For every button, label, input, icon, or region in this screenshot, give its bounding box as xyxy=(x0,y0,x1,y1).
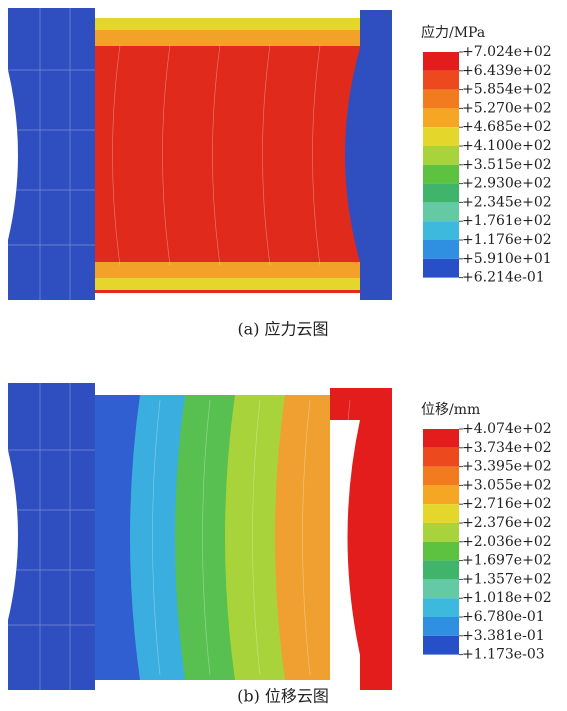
legend-title: 位移/mm xyxy=(421,402,480,418)
legend-swatch xyxy=(423,71,459,90)
caption: (b) 位移云图 xyxy=(237,687,329,706)
legend-swatch xyxy=(423,542,459,561)
legend-swatch xyxy=(423,184,459,203)
legend-swatch xyxy=(423,240,459,259)
legend-label: +1.018e+02 xyxy=(462,590,552,606)
legend-label: +2.345e+02 xyxy=(462,194,552,210)
legend-label: +2.036e+02 xyxy=(462,534,552,550)
legend-label: +4.685e+02 xyxy=(462,119,552,135)
legend-swatch xyxy=(423,467,459,486)
legend-label: +3.734e+02 xyxy=(462,440,552,456)
legend-label: +1.176e+02 xyxy=(462,232,552,248)
legend-swatch xyxy=(423,617,459,636)
legend-swatch xyxy=(423,485,459,504)
legend-swatch xyxy=(423,52,459,71)
legend-swatch xyxy=(423,108,459,127)
legend-swatch xyxy=(423,259,459,278)
stress-contour-image xyxy=(8,8,392,300)
legend-swatch xyxy=(423,429,459,448)
legend-label: +5.270e+02 xyxy=(462,100,552,116)
legend-label: +6.439e+02 xyxy=(462,63,552,79)
legend-label: +2.376e+02 xyxy=(462,515,552,531)
displacement-contour-image xyxy=(8,383,392,690)
legend-swatch xyxy=(423,504,459,523)
caption: (a) 应力云图 xyxy=(237,320,328,339)
legend-swatch xyxy=(423,127,459,146)
legend-swatch xyxy=(423,598,459,617)
legend-swatch xyxy=(423,579,459,598)
legend-label: +2.930e+02 xyxy=(462,176,552,192)
legend-label: +2.716e+02 xyxy=(462,496,552,512)
legend-label: +1.357e+02 xyxy=(462,571,552,587)
legend-label: +4.100e+02 xyxy=(462,138,552,154)
legend-label: +5.910e+01 xyxy=(462,251,552,267)
legend-label: +6.214e-01 xyxy=(462,270,545,286)
legend-swatch xyxy=(423,636,459,655)
legend-label: +3.381e-01 xyxy=(462,628,545,644)
legend-label: +3.055e+02 xyxy=(462,477,552,493)
legend-label: +1.697e+02 xyxy=(462,553,552,569)
legend-label: +1.173e-03 xyxy=(462,647,545,663)
legend-label: +5.854e+02 xyxy=(462,82,552,98)
legend-swatch xyxy=(423,146,459,165)
legend-swatch xyxy=(423,221,459,240)
legend-title: 应力/MPa xyxy=(421,24,485,41)
legend-swatch xyxy=(423,202,459,221)
legend-label: +3.395e+02 xyxy=(462,459,552,475)
legend-label: +6.780e-01 xyxy=(462,609,545,625)
legend-swatch xyxy=(423,561,459,580)
legend-swatch xyxy=(423,90,459,109)
figure: (a) 应力云图 (b) 位移云图 应力/MPa +7.024e+02 +6.439… xyxy=(0,0,567,711)
legend-label: +7.024e+02 xyxy=(462,44,552,60)
legend-swatch xyxy=(423,165,459,184)
legend-swatch xyxy=(423,523,459,542)
legend-label: +1.761e+02 xyxy=(462,213,552,229)
legend-swatch xyxy=(423,448,459,467)
legend-label: +4.074e+02 xyxy=(462,421,552,437)
legend-label: +3.515e+02 xyxy=(462,157,552,173)
